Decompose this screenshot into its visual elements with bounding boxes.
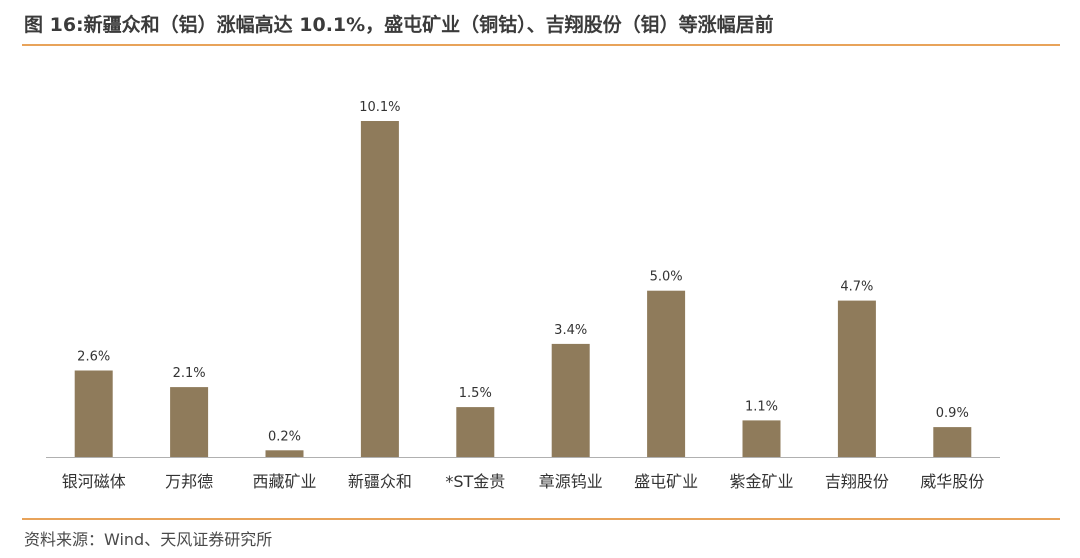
bar-4 [360, 121, 399, 457]
category-label: 威华股份 [920, 472, 984, 491]
bar-6 [551, 343, 590, 457]
bar-9 [837, 300, 876, 457]
bar-chart: 2.6% 2.1% 0.2% 10.1% 1.5% 3.4% 5.0% 1.1% 4.7% 0.9… [46, 100, 1000, 491]
category-label: *ST金贵 [445, 472, 505, 491]
category-label: 万邦德 [165, 472, 213, 491]
value-label: 10.1% [359, 100, 400, 115]
category-label: 西藏矿业 [252, 472, 316, 491]
figure-title: 图 16:新疆众和（铝）涨幅高达 10.1%，盛屯矿业（铜钴）、吉翔股份（钼）等… [24, 14, 774, 36]
value-label: 2.6% [77, 350, 110, 365]
category-label: 盛屯矿业 [634, 472, 698, 491]
value-label: 3.4% [554, 323, 587, 338]
category-label: 紫金矿业 [729, 472, 793, 491]
value-label: 1.5% [459, 386, 492, 401]
value-label: 1.1% [745, 399, 778, 414]
value-label: 0.9% [936, 406, 969, 421]
bar-2 [170, 387, 209, 457]
category-label-group: 银河磁体 万邦德 西藏矿业 新疆众和 *ST金贵 章源钨业 盛屯矿业 紫金矿业 吉翔股份 威华股份 [62, 472, 985, 491]
category-label: 吉翔股份 [825, 472, 889, 491]
value-label: 2.1% [173, 366, 206, 381]
value-label: 4.7% [840, 280, 873, 295]
value-label: 5.0% [650, 270, 683, 285]
category-label: 章源钨业 [539, 472, 603, 491]
category-label: 银河磁体 [62, 472, 126, 491]
value-label-group: 2.6% 2.1% 0.2% 10.1% 1.5% 3.4% 5.0% 1.1% 4.7% 0.9… [77, 100, 969, 444]
category-label: 新疆众和 [348, 472, 412, 491]
source-divider [22, 518, 1060, 520]
bar-1 [74, 370, 113, 457]
bar-5 [456, 407, 495, 457]
bar-group [74, 121, 972, 457]
value-label: 0.2% [268, 429, 301, 444]
bar-8 [742, 420, 781, 457]
title-divider [22, 44, 1060, 46]
source-note: 资料来源：Wind、天风证券研究所 [24, 530, 273, 549]
bar-10 [933, 427, 972, 457]
bar-3 [265, 450, 304, 457]
bar-7 [647, 290, 686, 457]
